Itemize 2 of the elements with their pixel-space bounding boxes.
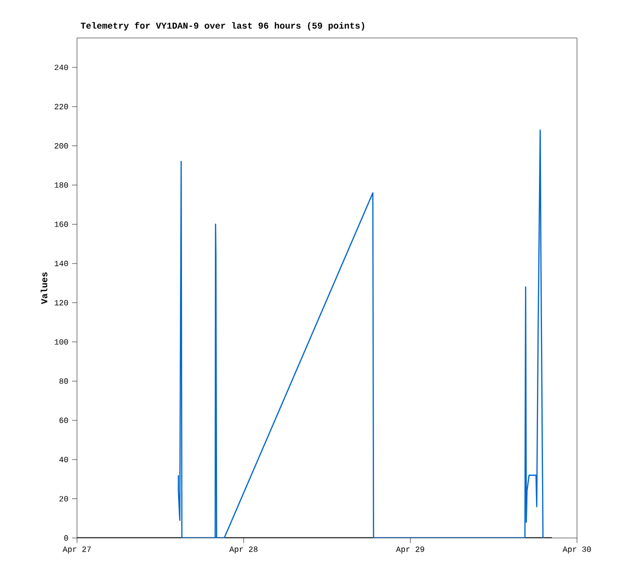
chart-title: Telemetry for VY1DAN-9 over last 96 hours (59 points)	[80, 22, 364, 30]
y-axis-title: Values	[40, 272, 48, 304]
